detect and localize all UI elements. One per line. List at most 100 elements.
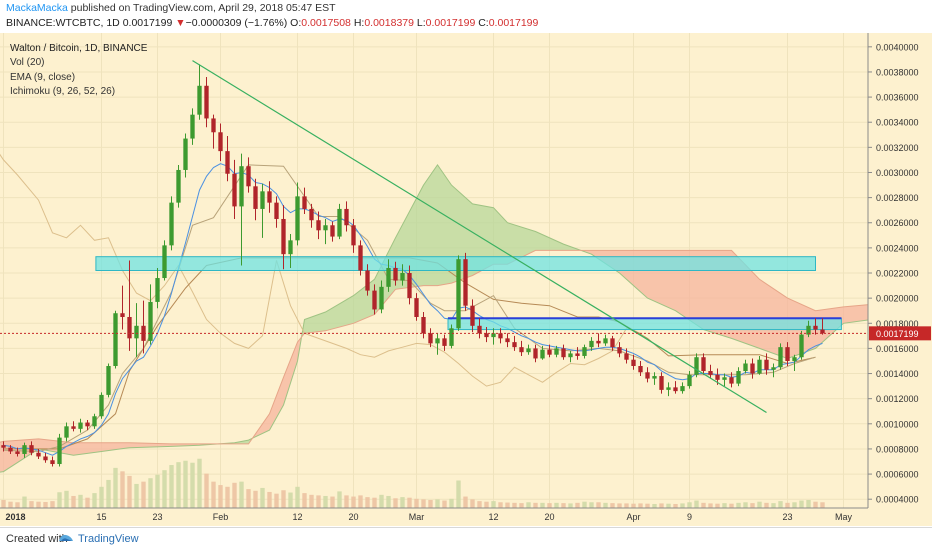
- last-price: 0.0017199: [122, 17, 173, 29]
- price-tick-label: 0.0022000: [876, 269, 919, 279]
- legend-ema[interactable]: EMA (9, close): [10, 71, 76, 83]
- price-tick-label: 0.0014000: [876, 369, 919, 379]
- candle-body: [512, 342, 517, 348]
- descending-trendline[interactable]: [192, 60, 767, 414]
- candle-body: [57, 437, 62, 465]
- volume-bar: [267, 491, 272, 508]
- resistance-zone-lower[interactable]: [447, 317, 842, 331]
- volume-bar: [624, 503, 629, 508]
- price-tick-label: 0.0018000: [876, 319, 919, 329]
- time-tick-label: 15: [96, 512, 106, 522]
- price-chart[interactable]: 0.0040000 0.0038000 0.0036000 0.0034000 0.00…: [0, 33, 932, 526]
- volume-bar: [400, 497, 405, 508]
- price-axis[interactable]: 0.0040000 0.0038000 0.0036000 0.0034000 0.00…: [0, 33, 932, 526]
- last-price-badge-label: 0.0017199: [876, 329, 919, 339]
- volume-bar: [141, 481, 146, 508]
- volume-bar: [407, 497, 412, 508]
- candle-body: [260, 191, 265, 209]
- candle-body: [701, 357, 706, 372]
- volume-bar: [421, 499, 426, 508]
- candle-body: [582, 347, 587, 356]
- price-tick-label: 0.0004000: [876, 495, 919, 505]
- candle-body: [666, 387, 671, 390]
- resistance-zone-upper[interactable]: [95, 256, 816, 271]
- candle-body: [106, 366, 111, 395]
- candle-body: [204, 85, 209, 119]
- candle-body: [456, 259, 461, 329]
- volume-bar: [799, 500, 804, 508]
- volume-bar: [253, 490, 258, 508]
- volume-bar: [582, 501, 587, 508]
- volume-bar: [813, 501, 818, 508]
- price-tick-label: 0.0038000: [876, 67, 919, 77]
- tradingview-brand-link[interactable]: TradingView: [78, 533, 139, 545]
- candle-body: [148, 301, 153, 341]
- volume-bar: [820, 502, 825, 508]
- volume-bar: [631, 503, 636, 508]
- time-axis[interactable]: 2018 15 23 Feb 12 20 Mar 12 20 Apr 9 23 May: [0, 507, 932, 526]
- price-tick-label: 0.0020000: [876, 294, 919, 304]
- author-link[interactable]: MackaMacka: [6, 2, 68, 14]
- volume-bar: [519, 503, 524, 508]
- volume-bar: [225, 486, 230, 508]
- volume-bar: [190, 462, 195, 508]
- legend-ichimoku[interactable]: Ichimoku (9, 26, 52, 26): [10, 85, 116, 97]
- volume-bar: [323, 495, 328, 508]
- candle-body: [162, 245, 167, 279]
- candle-body: [281, 218, 286, 255]
- volume-bar: [722, 503, 727, 508]
- volume-bar: [428, 499, 433, 508]
- candle-body: [99, 394, 104, 417]
- open-value: 0.0017508: [301, 17, 351, 29]
- candle-body: [379, 286, 384, 310]
- volume-bar: [92, 493, 97, 508]
- volume-bar: [470, 499, 475, 508]
- candle-body: [372, 290, 377, 310]
- volume-bar: [736, 502, 741, 508]
- candle-body: [8, 447, 13, 452]
- volume-bar: [442, 500, 447, 508]
- candle-body: [134, 325, 139, 339]
- chart-legend: Walton / Bitcoin, 1D, BINANCE Vol (20) E…: [10, 42, 147, 99]
- candle-body: [554, 348, 559, 355]
- candle-body: [603, 338, 608, 344]
- price-tick-label: 0.0032000: [876, 143, 919, 153]
- candle-body: [624, 353, 629, 360]
- candle-body: [15, 451, 20, 454]
- candle-body: [694, 357, 699, 375]
- volume-bar: [281, 490, 286, 508]
- volume-bar: [302, 493, 307, 508]
- volume-bar: [393, 498, 398, 508]
- candle-body: [253, 186, 258, 209]
- price-tick-label: 0.0024000: [876, 243, 919, 253]
- footer-bar: Created with TradingView: [0, 527, 932, 551]
- volume-bar: [610, 503, 615, 508]
- volume-bar: [148, 478, 153, 508]
- volume-bar: [596, 502, 601, 508]
- candle-body: [113, 313, 118, 367]
- price-change: −0.0000309 (−1.76%): [185, 17, 288, 29]
- volume-bar: [36, 501, 41, 508]
- volume-bar: [344, 495, 349, 508]
- price-tick-label: 0.0034000: [876, 118, 919, 128]
- high-label: H:: [353, 17, 365, 29]
- volume-bar: [484, 501, 489, 508]
- candle-body: [729, 377, 734, 384]
- candle-body: [764, 359, 769, 370]
- volume-bar: [169, 465, 174, 508]
- legend-volume[interactable]: Vol (20): [10, 57, 45, 69]
- candle-body: [1, 445, 6, 448]
- volume-bar: [351, 496, 356, 508]
- tradingview-logo-icon[interactable]: [58, 531, 74, 545]
- time-tick-label: 23: [782, 512, 792, 522]
- candle-body: [43, 456, 48, 461]
- support-resistance-zones[interactable]: [95, 256, 842, 331]
- candle-body: [197, 85, 202, 115]
- symbol-line: BINANCE:WTCBTC, 1D 0.0017199 ▼−0.0000309…: [6, 17, 538, 29]
- trendline[interactable]: [192, 60, 767, 414]
- volume-bar: [589, 502, 594, 508]
- volume-bar: [176, 462, 181, 508]
- low-value: 0.0017199: [425, 17, 476, 29]
- volume-bar: [491, 501, 496, 508]
- volume-bar: [547, 503, 552, 508]
